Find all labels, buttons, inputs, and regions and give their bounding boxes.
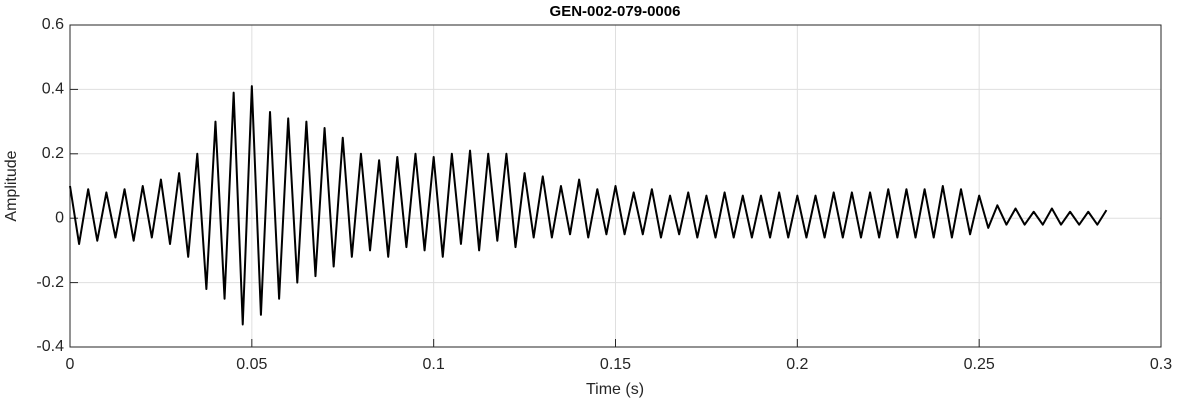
y-axis-label: Amplitude [3, 150, 20, 221]
x-tick-label: 0.25 [964, 356, 995, 373]
x-axis-label: Time (s) [586, 381, 644, 398]
x-tick-label: 0.2 [786, 356, 808, 373]
y-tick-label: -0.4 [36, 338, 64, 355]
y-tick-label: 0.4 [42, 81, 64, 98]
y-tick-label: -0.2 [36, 274, 64, 291]
x-tick-label: 0 [66, 356, 75, 373]
x-tick-label: 0.05 [236, 356, 267, 373]
y-tick-label: 0 [55, 209, 64, 226]
y-tick-label: 0.2 [42, 145, 64, 162]
waveform [69, 85, 1108, 326]
y-tick-label: 0.6 [42, 16, 64, 33]
x-tick-label: 0.3 [1150, 356, 1172, 373]
chart-title: GEN-002-079-0006 [550, 3, 681, 20]
x-tick-label: 0.15 [600, 356, 631, 373]
x-tick-label: 0.1 [423, 356, 445, 373]
